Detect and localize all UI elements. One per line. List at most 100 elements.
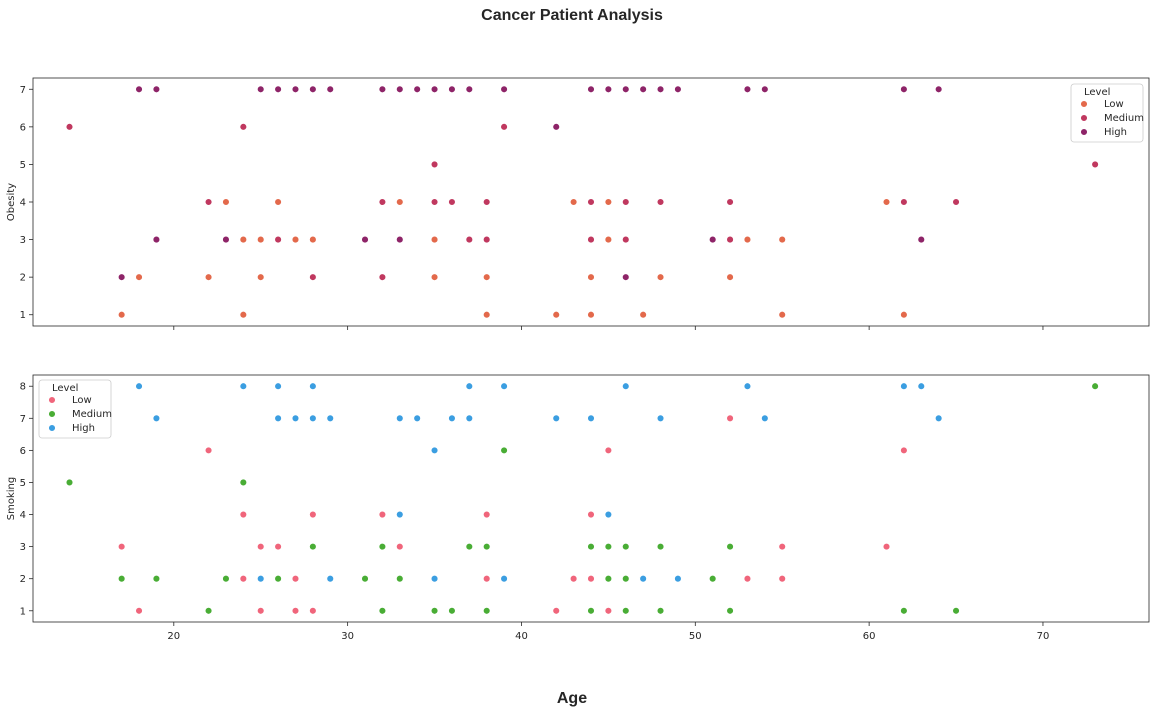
obesity-point-high — [152, 85, 161, 94]
smoking-point-high — [622, 382, 630, 390]
smoking-point-medium — [396, 574, 404, 583]
smoking-point-high — [656, 414, 665, 423]
smoking-legend-marker-high — [48, 424, 56, 432]
obesity-point-medium — [65, 123, 74, 131]
obesity-point-low — [309, 235, 317, 244]
obesity-point-high — [743, 85, 752, 94]
obesity-point-medium — [1091, 160, 1099, 169]
smoking-point-medium — [430, 607, 439, 615]
obesity-point-low — [256, 273, 265, 281]
obesity-point-low — [430, 273, 439, 281]
obesity-point-medium — [622, 235, 630, 244]
obesity-point-medium — [274, 235, 282, 244]
smoking-point-low — [274, 542, 282, 551]
smoking-point-low — [117, 542, 126, 551]
obesity-legend-marker-low — [1080, 100, 1088, 108]
smoking-point-high — [743, 382, 752, 390]
obesity-ytick-label: 3 — [20, 235, 26, 246]
smoking-point-low — [604, 607, 613, 615]
obesity-point-medium — [622, 198, 630, 206]
smoking-point-low — [291, 607, 300, 615]
smoking-point-medium — [587, 607, 595, 615]
obesity-point-high — [274, 85, 282, 94]
smoking-point-low — [743, 574, 752, 583]
smoking-point-high — [430, 574, 439, 583]
obesity-point-high — [291, 85, 300, 94]
smoking-ytick-label: 5 — [20, 478, 26, 489]
obesity-point-high — [222, 235, 230, 244]
smoking-point-high — [274, 382, 282, 390]
obesity-point-low — [552, 310, 560, 319]
smoking-point-low — [900, 446, 908, 455]
obesity-point-medium — [900, 198, 908, 206]
smoking-point-high — [326, 574, 335, 583]
smoking-axes-frame — [32, 374, 1150, 623]
smoking-point-medium — [708, 574, 717, 583]
obesity-point-high — [587, 85, 595, 94]
obesity-legend-label-medium: Medium — [1104, 113, 1144, 124]
obesity-point-high — [309, 85, 317, 94]
obesity-point-low — [482, 273, 491, 281]
smoking-point-high — [239, 382, 248, 390]
obesity-point-low — [274, 198, 282, 206]
obesity-point-medium — [587, 235, 595, 244]
obesity-point-medium — [239, 123, 248, 131]
smoking-point-medium — [622, 607, 630, 615]
obesity-point-low — [587, 310, 595, 319]
obesity-point-low — [743, 235, 752, 244]
obesity-ytick-label: 2 — [20, 273, 26, 284]
obesity-ylabel: Obesity — [6, 183, 17, 221]
smoking-point-high — [152, 414, 161, 423]
smoking-point-low — [135, 607, 143, 615]
obesity-point-high — [152, 235, 161, 244]
smoking-point-medium — [622, 574, 630, 583]
obesity-ytick-label: 1 — [20, 310, 26, 321]
obesity-point-high — [622, 85, 630, 94]
obesity-point-low — [900, 310, 908, 319]
smoking-legend-title: Level — [52, 383, 78, 394]
obesity-point-low — [604, 235, 613, 244]
smoking-point-high — [639, 574, 647, 583]
smoking-point-medium — [448, 607, 456, 615]
smoking-point-high — [430, 446, 439, 455]
smoking-point-low — [778, 574, 786, 583]
obesity-ytick-label: 5 — [20, 160, 26, 171]
smoking-point-high — [326, 414, 335, 423]
smoking-point-low — [378, 510, 387, 519]
smoking-ytick-label: 8 — [20, 382, 26, 393]
smoking-point-low — [778, 542, 786, 551]
obesity-point-high — [500, 85, 508, 94]
obesity-point-low — [396, 198, 404, 206]
obesity-legend-marker-high — [1080, 128, 1088, 136]
smoking-point-high — [274, 414, 282, 423]
smoking-point-medium — [500, 446, 508, 455]
obesity-legend-frame — [1070, 83, 1144, 143]
smoking-point-medium — [726, 607, 734, 615]
smoking-point-high — [761, 414, 769, 423]
smoking-point-medium — [900, 607, 908, 615]
obesity-point-high — [256, 85, 265, 94]
smoking-legend-marker-medium — [48, 410, 56, 418]
smoking-legend-marker-low — [48, 396, 56, 404]
smoking-point-medium — [309, 542, 317, 551]
smoking-point-low — [552, 607, 560, 615]
smoking-point-low — [882, 542, 891, 551]
smoking-point-low — [482, 510, 491, 519]
smoking-xtick-label: 30 — [341, 631, 354, 642]
smoking-point-medium — [726, 542, 734, 551]
smoking-point-high — [309, 414, 317, 423]
obesity-point-low — [239, 310, 248, 319]
obesity-point-medium — [656, 198, 665, 206]
smoking-legend-label-high: High — [72, 423, 95, 434]
obesity-ytick-label: 6 — [20, 122, 26, 133]
obesity-point-high — [326, 85, 335, 94]
smoking-point-low — [256, 542, 265, 551]
smoking-point-high — [917, 382, 926, 390]
smoking-point-low — [291, 574, 300, 583]
smoking-point-low — [587, 574, 595, 583]
smoking-point-medium — [239, 478, 248, 487]
obesity-point-medium — [726, 198, 734, 206]
smoking-ytick-label: 3 — [20, 542, 26, 553]
